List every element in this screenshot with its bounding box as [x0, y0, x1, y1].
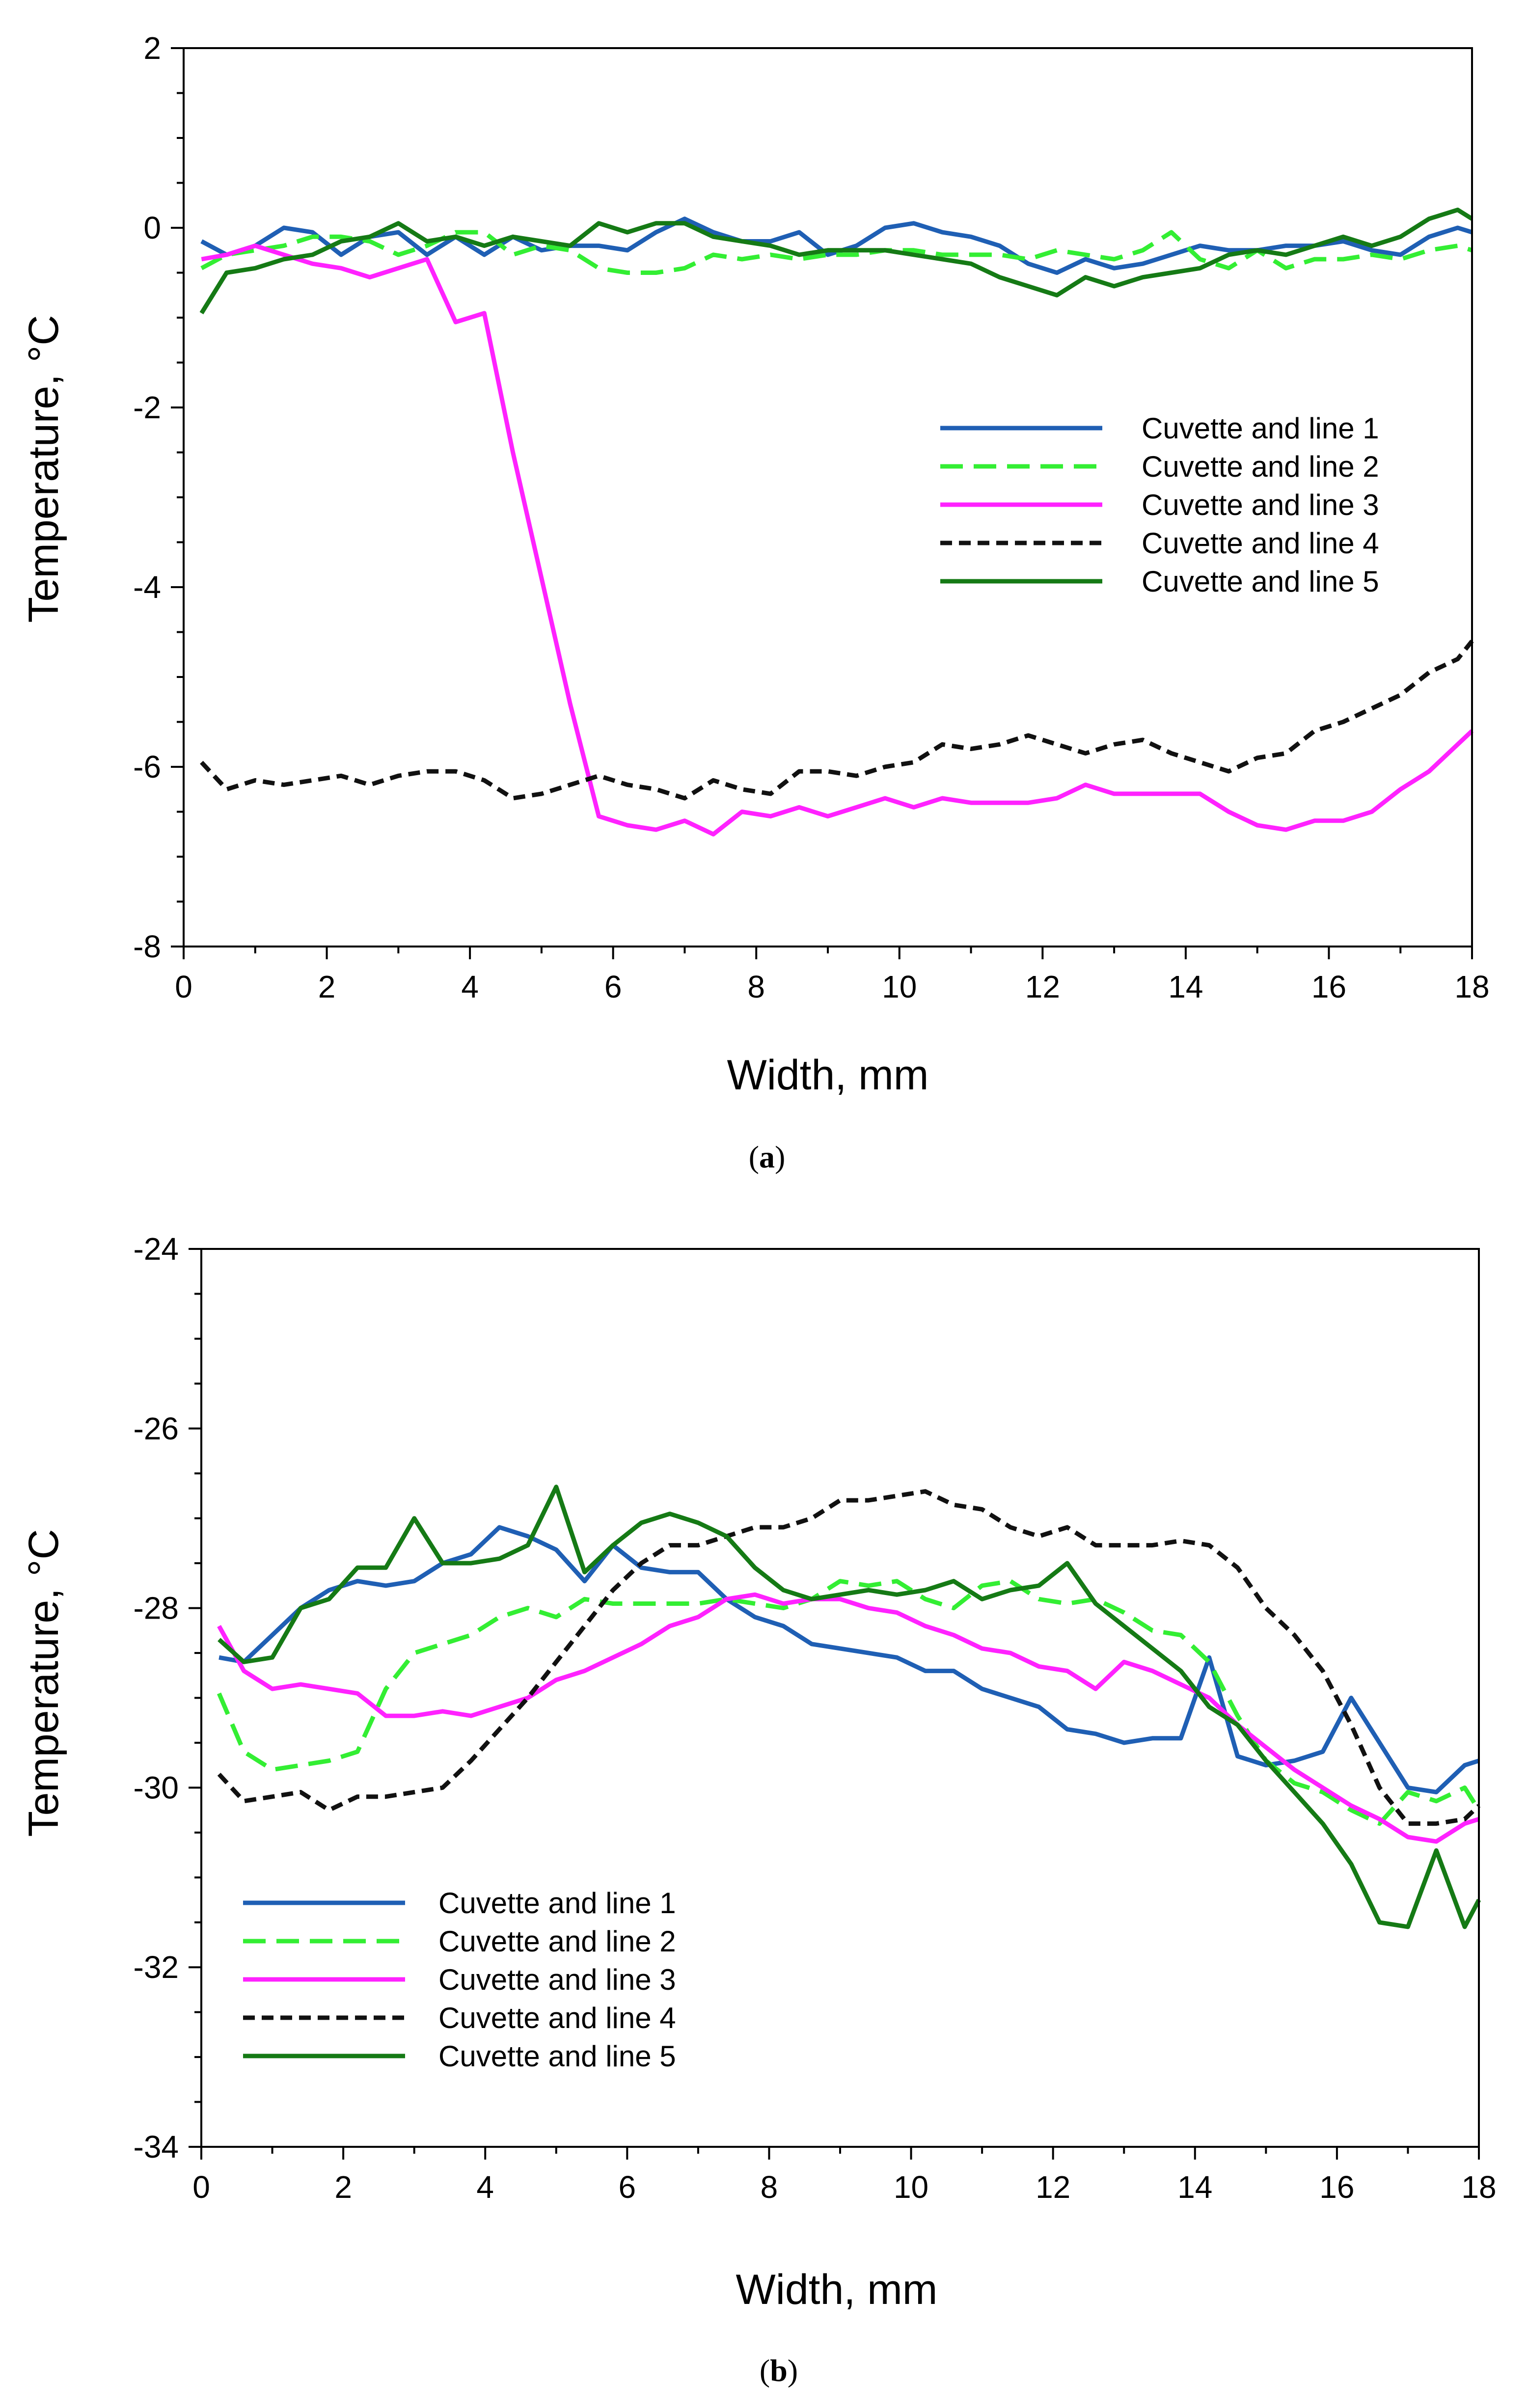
chart-a-x-tick-label: 18	[1454, 969, 1489, 1004]
chart-a-x-tick-label: 4	[461, 969, 479, 1004]
chart-b-x-tick-label: 10	[894, 2169, 928, 2205]
chart-a-x-tick-label: 8	[747, 969, 765, 1004]
chart-b-caption-letter: b	[770, 2353, 788, 2388]
chart-b-x-tick-label: 4	[476, 2169, 494, 2205]
chart-b-plot-area	[217, 1485, 1481, 1929]
chart-a-series-line-2	[200, 230, 1473, 275]
chart-a-y-tick-label: -6	[133, 749, 161, 785]
chart-b-x-tick-label: 12	[1036, 2169, 1070, 2205]
chart-a-axes: 0 2 4 6 8 10 12 14 16 18 -8 -6 -4 -2 0 2	[133, 30, 1490, 1004]
chart-a-plot-area	[199, 207, 1474, 837]
chart-a-x-tick-label: 14	[1168, 969, 1203, 1004]
chart-b-y-tick-label: -28	[134, 1591, 179, 1626]
chart-a-y-tick-label: -8	[133, 929, 161, 964]
chart-b-x-tick-label: 6	[619, 2169, 636, 2205]
chart-b-axes: 0 2 4 6 8 10 12 14 16 18 -34 -32 -30 -28 -26 -24	[134, 1231, 1497, 2205]
chart-b-series-line-1	[218, 1525, 1480, 1794]
chart-a-y-tick-label: -4	[133, 569, 161, 605]
chart-b-series-line-5	[218, 1485, 1481, 1929]
chart-b-y-tick-label: -24	[134, 1231, 179, 1267]
chart-b-legend-label-2: Cuvette and line 2	[438, 1925, 676, 1958]
chart-a-y-tick-label: 0	[143, 210, 161, 245]
chart-a-series-line-4	[200, 639, 1474, 801]
chart-b-y-tick-label: -32	[134, 1949, 179, 1985]
chart-b-legend-label-3: Cuvette and line 3	[438, 1963, 676, 1996]
chart-a-legend-label-5: Cuvette and line 5	[1142, 565, 1379, 598]
chart-a-x-tick-label: 16	[1311, 969, 1346, 1004]
chart-a-y-tick-label: -2	[133, 390, 161, 425]
chart-b-y-tick-label: -26	[134, 1411, 179, 1446]
chart-a-x-tick-label: 6	[604, 969, 622, 1004]
chart-a-series-line-3	[201, 244, 1474, 837]
chart-a-series-line-5	[199, 207, 1473, 315]
chart-a-caption-letter: a	[759, 1139, 775, 1174]
chart-b-legend: Cuvette and line 1 Cuvette and line 2 Cuve…	[243, 1887, 676, 2073]
chart-b-x-tick-label: 0	[192, 2169, 210, 2205]
chart-b-series-line-3	[217, 1592, 1480, 1844]
chart-panel-b: 0 2 4 6 8 10 12 14 16 18 -34 -32 -30 -28 -26 -24 Width,…	[20, 1231, 1497, 2388]
chart-a-ylabel: Temperature, °C	[20, 315, 67, 622]
chart-b-caption: (b)	[760, 2353, 798, 2388]
chart-b-ylabel: Temperature, °C	[20, 1529, 67, 1837]
chart-b-frame	[200, 1248, 1480, 2148]
chart-a-x-tick-label: 12	[1025, 969, 1060, 1004]
chart-b-x-tick-label: 16	[1319, 2169, 1354, 2205]
chart-b-xlabel: Width, mm	[736, 2266, 938, 2313]
chart-b-x-tick-label: 2	[334, 2169, 352, 2205]
chart-b-x-tick-label: 18	[1461, 2169, 1496, 2205]
chart-a-legend-label-2: Cuvette and line 2	[1142, 450, 1379, 483]
chart-b-series-line-2	[217, 1579, 1481, 1826]
chart-b-x-tick-label: 14	[1177, 2169, 1212, 2205]
chart-a-caption: (a)	[749, 1139, 786, 1174]
chart-b-x-tick-label: 8	[761, 2169, 778, 2205]
chart-a-xlabel: Width, mm	[727, 1052, 929, 1099]
chart-b-y-tick-label: -34	[134, 2129, 179, 2164]
chart-a-legend: Cuvette and line 1 Cuvette and line 2 Cuve…	[940, 412, 1379, 598]
chart-b-y-tick-label: -30	[134, 1770, 179, 1805]
chart-panel-a: 0 2 4 6 8 10 12 14 16 18 -8 -6 -4 -2 0 2 Width, mm Temp…	[20, 30, 1490, 1174]
chart-a-legend-label-3: Cuvette and line 3	[1142, 488, 1379, 521]
chart-b-legend-label-1: Cuvette and line 1	[438, 1887, 676, 1920]
chart-a-y-tick-label: 2	[143, 30, 161, 66]
chart-a-x-tick-label: 2	[318, 969, 336, 1004]
chart-b-series-line-4	[217, 1489, 1481, 1826]
chart-a-x-tick-label: 10	[882, 969, 917, 1004]
chart-b-legend-label-5: Cuvette and line 5	[438, 2040, 676, 2073]
chart-a-legend-label-4: Cuvette and line 4	[1142, 527, 1379, 560]
chart-b-legend-label-4: Cuvette and line 4	[438, 2002, 676, 2034]
chart-a-legend-label-1: Cuvette and line 1	[1142, 412, 1379, 445]
chart-a-x-tick-label: 0	[175, 969, 192, 1004]
